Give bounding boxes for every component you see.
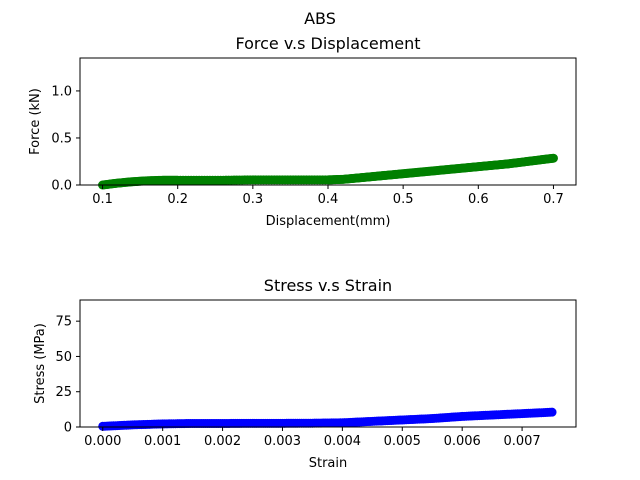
y-axis-ticks: 0.0 0.5 1.0 xyxy=(51,84,80,194)
stress-strain-chart: Stress v.s Strain 0.000 0.001 0.002 0.003 0.… xyxy=(33,276,577,471)
x-tick-label: 0.6 xyxy=(468,192,489,207)
x-axis-ticks: 0.1 0.2 0.3 0.4 0.5 0.6 0.7 xyxy=(92,185,564,207)
x-tick-label: 0.000 xyxy=(84,434,121,449)
y-axis-label: Force (kN) xyxy=(28,88,43,155)
chart-title: Stress v.s Strain xyxy=(264,276,392,295)
y-axis-label: Stress (MPa) xyxy=(33,323,48,404)
x-tick-label: 0.002 xyxy=(204,434,241,449)
data-point-0-210 xyxy=(547,407,557,417)
y-tick-label: 0 xyxy=(64,421,72,436)
force-displacement-chart: Force v.s Displacement 0.1 0.2 0.3 0.4 0.5 0.… xyxy=(28,34,577,229)
y-tick-label: 75 xyxy=(55,315,72,330)
x-tick-label: 0.007 xyxy=(503,434,540,449)
plot-frame xyxy=(79,299,577,428)
y-tick-label: 0.5 xyxy=(51,131,72,146)
x-tick-label: 0.7 xyxy=(543,192,564,207)
data-points xyxy=(98,407,557,431)
x-tick-label: 0.1 xyxy=(92,192,113,207)
x-tick-label: 0.2 xyxy=(167,192,188,207)
x-tick-label: 0.003 xyxy=(264,434,301,449)
x-tick-label: 0.006 xyxy=(444,434,481,449)
x-tick-label: 0.4 xyxy=(318,192,339,207)
y-tick-label: 50 xyxy=(55,350,72,365)
x-axis-label: Displacement(mm) xyxy=(266,214,391,229)
x-tick-label: 0.001 xyxy=(144,434,181,449)
y-tick-label: 1.0 xyxy=(51,84,72,99)
y-axis-ticks: 0 25 50 75 xyxy=(55,315,80,436)
chart-title: Force v.s Displacement xyxy=(235,34,420,53)
figure-suptitle: ABS xyxy=(304,9,336,28)
y-tick-label: 25 xyxy=(55,385,72,400)
data-points xyxy=(98,153,558,190)
x-tick-label: 0.3 xyxy=(243,192,264,207)
data-point-0-336 xyxy=(548,153,558,163)
x-axis-label: Strain xyxy=(309,456,348,471)
x-axis-ticks: 0.000 0.001 0.002 0.003 0.004 0.005 0.006 0.007 xyxy=(84,427,541,449)
y-tick-label: 0.0 xyxy=(51,179,72,194)
x-tick-label: 0.005 xyxy=(384,434,421,449)
x-tick-label: 0.004 xyxy=(324,434,361,449)
x-tick-label: 0.5 xyxy=(393,192,414,207)
